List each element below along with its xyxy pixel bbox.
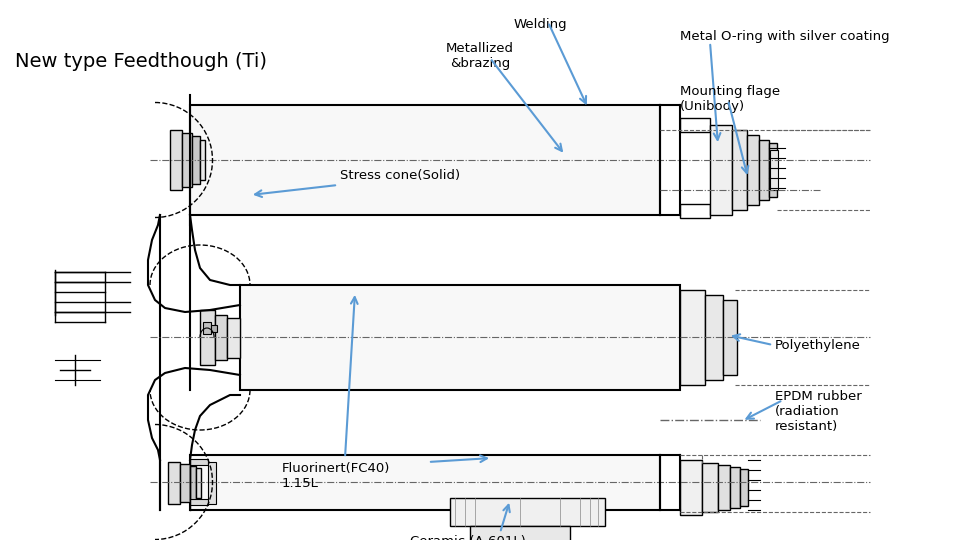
Bar — [168, 462, 180, 504]
Bar — [730, 467, 740, 508]
Text: Fluorinert(FC40)
1.15L: Fluorinert(FC40) 1.15L — [282, 462, 391, 490]
Bar — [470, 526, 570, 540]
Bar — [227, 318, 240, 358]
Bar — [190, 455, 660, 510]
Text: New type Feedthough (Ti): New type Feedthough (Ti) — [15, 52, 267, 71]
Bar — [740, 469, 748, 506]
Bar — [732, 130, 747, 210]
Bar — [680, 460, 702, 515]
Bar — [190, 499, 208, 505]
Bar — [211, 325, 217, 332]
Bar — [769, 143, 777, 197]
Bar — [190, 459, 208, 465]
Bar — [680, 204, 710, 218]
Bar — [710, 125, 732, 215]
Bar — [192, 136, 200, 184]
Bar — [450, 498, 605, 526]
Bar — [759, 140, 769, 200]
Bar — [723, 300, 737, 375]
Text: EPDM rubber
(radiation
resistant): EPDM rubber (radiation resistant) — [775, 390, 862, 433]
Bar — [200, 140, 205, 180]
Bar — [180, 464, 190, 502]
Text: Metal O-ring with silver coating: Metal O-ring with silver coating — [680, 30, 890, 43]
Text: Welding: Welding — [514, 18, 566, 31]
Bar — [182, 133, 192, 187]
Bar — [190, 466, 196, 500]
Bar — [215, 315, 227, 360]
Bar — [770, 150, 778, 190]
Text: Mounting flage
(Unibody): Mounting flage (Unibody) — [680, 85, 780, 113]
Bar — [680, 290, 705, 385]
Bar — [208, 462, 216, 504]
Bar — [240, 285, 680, 390]
Text: Metallized
&brazing: Metallized &brazing — [446, 42, 514, 70]
Bar — [200, 310, 215, 365]
Bar — [203, 322, 211, 334]
Bar — [702, 463, 718, 512]
Bar — [747, 135, 759, 205]
Bar — [705, 295, 723, 380]
Text: Stress cone(Solid): Stress cone(Solid) — [340, 168, 460, 181]
Bar — [170, 130, 182, 190]
Bar — [196, 468, 201, 498]
Text: Ceramic (A-601L): Ceramic (A-601L) — [410, 535, 526, 540]
Bar — [680, 118, 710, 132]
Bar — [718, 465, 730, 510]
Text: Polyethylene: Polyethylene — [775, 339, 861, 352]
Bar — [190, 105, 660, 215]
